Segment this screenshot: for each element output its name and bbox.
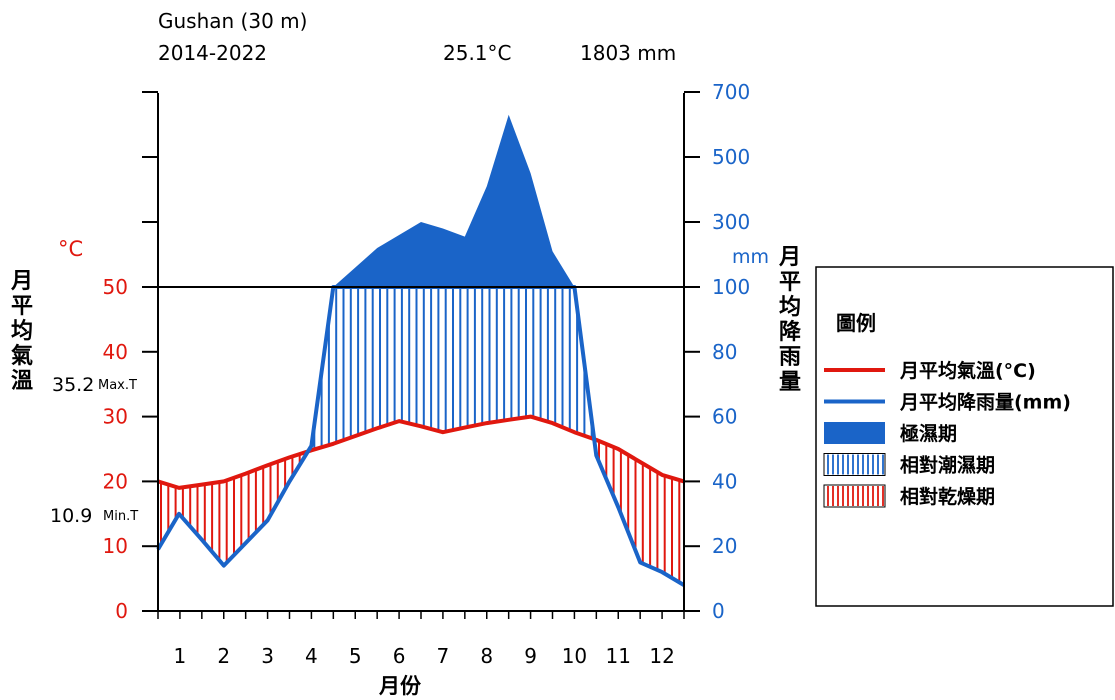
- right-tick-label: 100: [712, 275, 750, 299]
- plot-hatching: [160, 287, 681, 583]
- x-tick-label: 4: [305, 644, 318, 668]
- right-tick-label: 20: [712, 534, 737, 558]
- axes: [157, 93, 685, 612]
- left-axis-title-char: 溫: [11, 369, 33, 394]
- x-tick-label: 5: [349, 644, 362, 668]
- legend-label: 相對乾燥期: [900, 485, 995, 508]
- period-label: 2014-2022: [158, 41, 267, 65]
- left-tick-label: 30: [103, 405, 128, 429]
- left-tick-label: 0: [115, 599, 128, 623]
- right-tick-label: 40: [712, 469, 737, 493]
- precipitation-line: [156, 285, 686, 587]
- right-tick-label: 700: [712, 80, 750, 104]
- right-axis-title-char: 雨: [779, 345, 801, 370]
- right-axis-title-char: 均: [779, 294, 801, 320]
- right-axis-title-char: 月: [778, 245, 801, 270]
- right-axis-title: 月平均降雨量: [778, 245, 802, 395]
- x-tick-label: 8: [480, 644, 493, 668]
- right-tick-label: 0: [712, 599, 725, 623]
- legend-label: 極濕期: [900, 422, 957, 445]
- right-axis-title-char: 量: [779, 370, 801, 395]
- temperature-line: [157, 414, 685, 490]
- x-tick-label: 3: [261, 644, 274, 668]
- legend-swatch: [823, 453, 886, 476]
- left-tick-label: 40: [103, 340, 128, 364]
- x-tick-label: 9: [524, 644, 537, 668]
- right-axis-title-char: 降: [779, 320, 802, 345]
- min-temp-value: 10.9: [50, 505, 92, 527]
- plot-lines: [156, 285, 686, 587]
- x-tick-label: 7: [437, 644, 450, 668]
- right-tick-label: 80: [712, 340, 737, 364]
- x-tick-label: 2: [217, 644, 230, 668]
- legend-title: 圖例: [836, 311, 876, 335]
- right-axis-title-char: 平: [779, 270, 801, 295]
- max-temp-value: 35.2: [52, 374, 94, 396]
- min-temp-tag: Min.T: [103, 509, 138, 524]
- max-temp-tag: Max.T: [98, 378, 137, 393]
- left-axis-title: 月平均氣溫: [10, 269, 33, 394]
- plot-fills: [158, 114, 684, 287]
- legend-swatch: [823, 484, 886, 508]
- legend-label: 月平均降雨量(mm): [899, 391, 1071, 414]
- legend-label: 月平均氣溫(°C): [899, 359, 1036, 382]
- left-axis-unit: °C: [58, 237, 83, 261]
- x-tick-label: 1: [174, 644, 187, 668]
- annual-precip: 1803 mm: [580, 41, 676, 65]
- x-axis-title: 月份: [378, 674, 422, 698]
- x-tick-label: 10: [562, 644, 587, 668]
- left-tick-label: 20: [103, 469, 128, 493]
- legend-swatch: [824, 422, 885, 444]
- right-axis-unit: mm: [732, 246, 769, 268]
- left-axis-title-char: 均: [11, 318, 33, 344]
- extremely-humid-fill: [158, 114, 684, 287]
- right-tick-label: 300: [712, 210, 750, 234]
- left-tick-label: 10: [103, 534, 128, 558]
- x-tick-label: 11: [606, 644, 631, 668]
- station-label: Gushan (30 m): [158, 9, 307, 33]
- x-tick-label: 6: [393, 644, 406, 668]
- right-tick-label: 60: [712, 405, 737, 429]
- left-axis-title-char: 月: [10, 269, 33, 294]
- legend-label: 相對潮濕期: [900, 455, 995, 477]
- left-tick-label: 50: [103, 275, 128, 299]
- right-tick-label: 500: [712, 145, 750, 169]
- left-axis-title-char: 氣: [11, 343, 33, 369]
- x-tick-label: 12: [649, 644, 674, 668]
- left-axis-title-char: 平: [11, 294, 33, 319]
- annual-mean-temp: 25.1°C: [443, 41, 512, 65]
